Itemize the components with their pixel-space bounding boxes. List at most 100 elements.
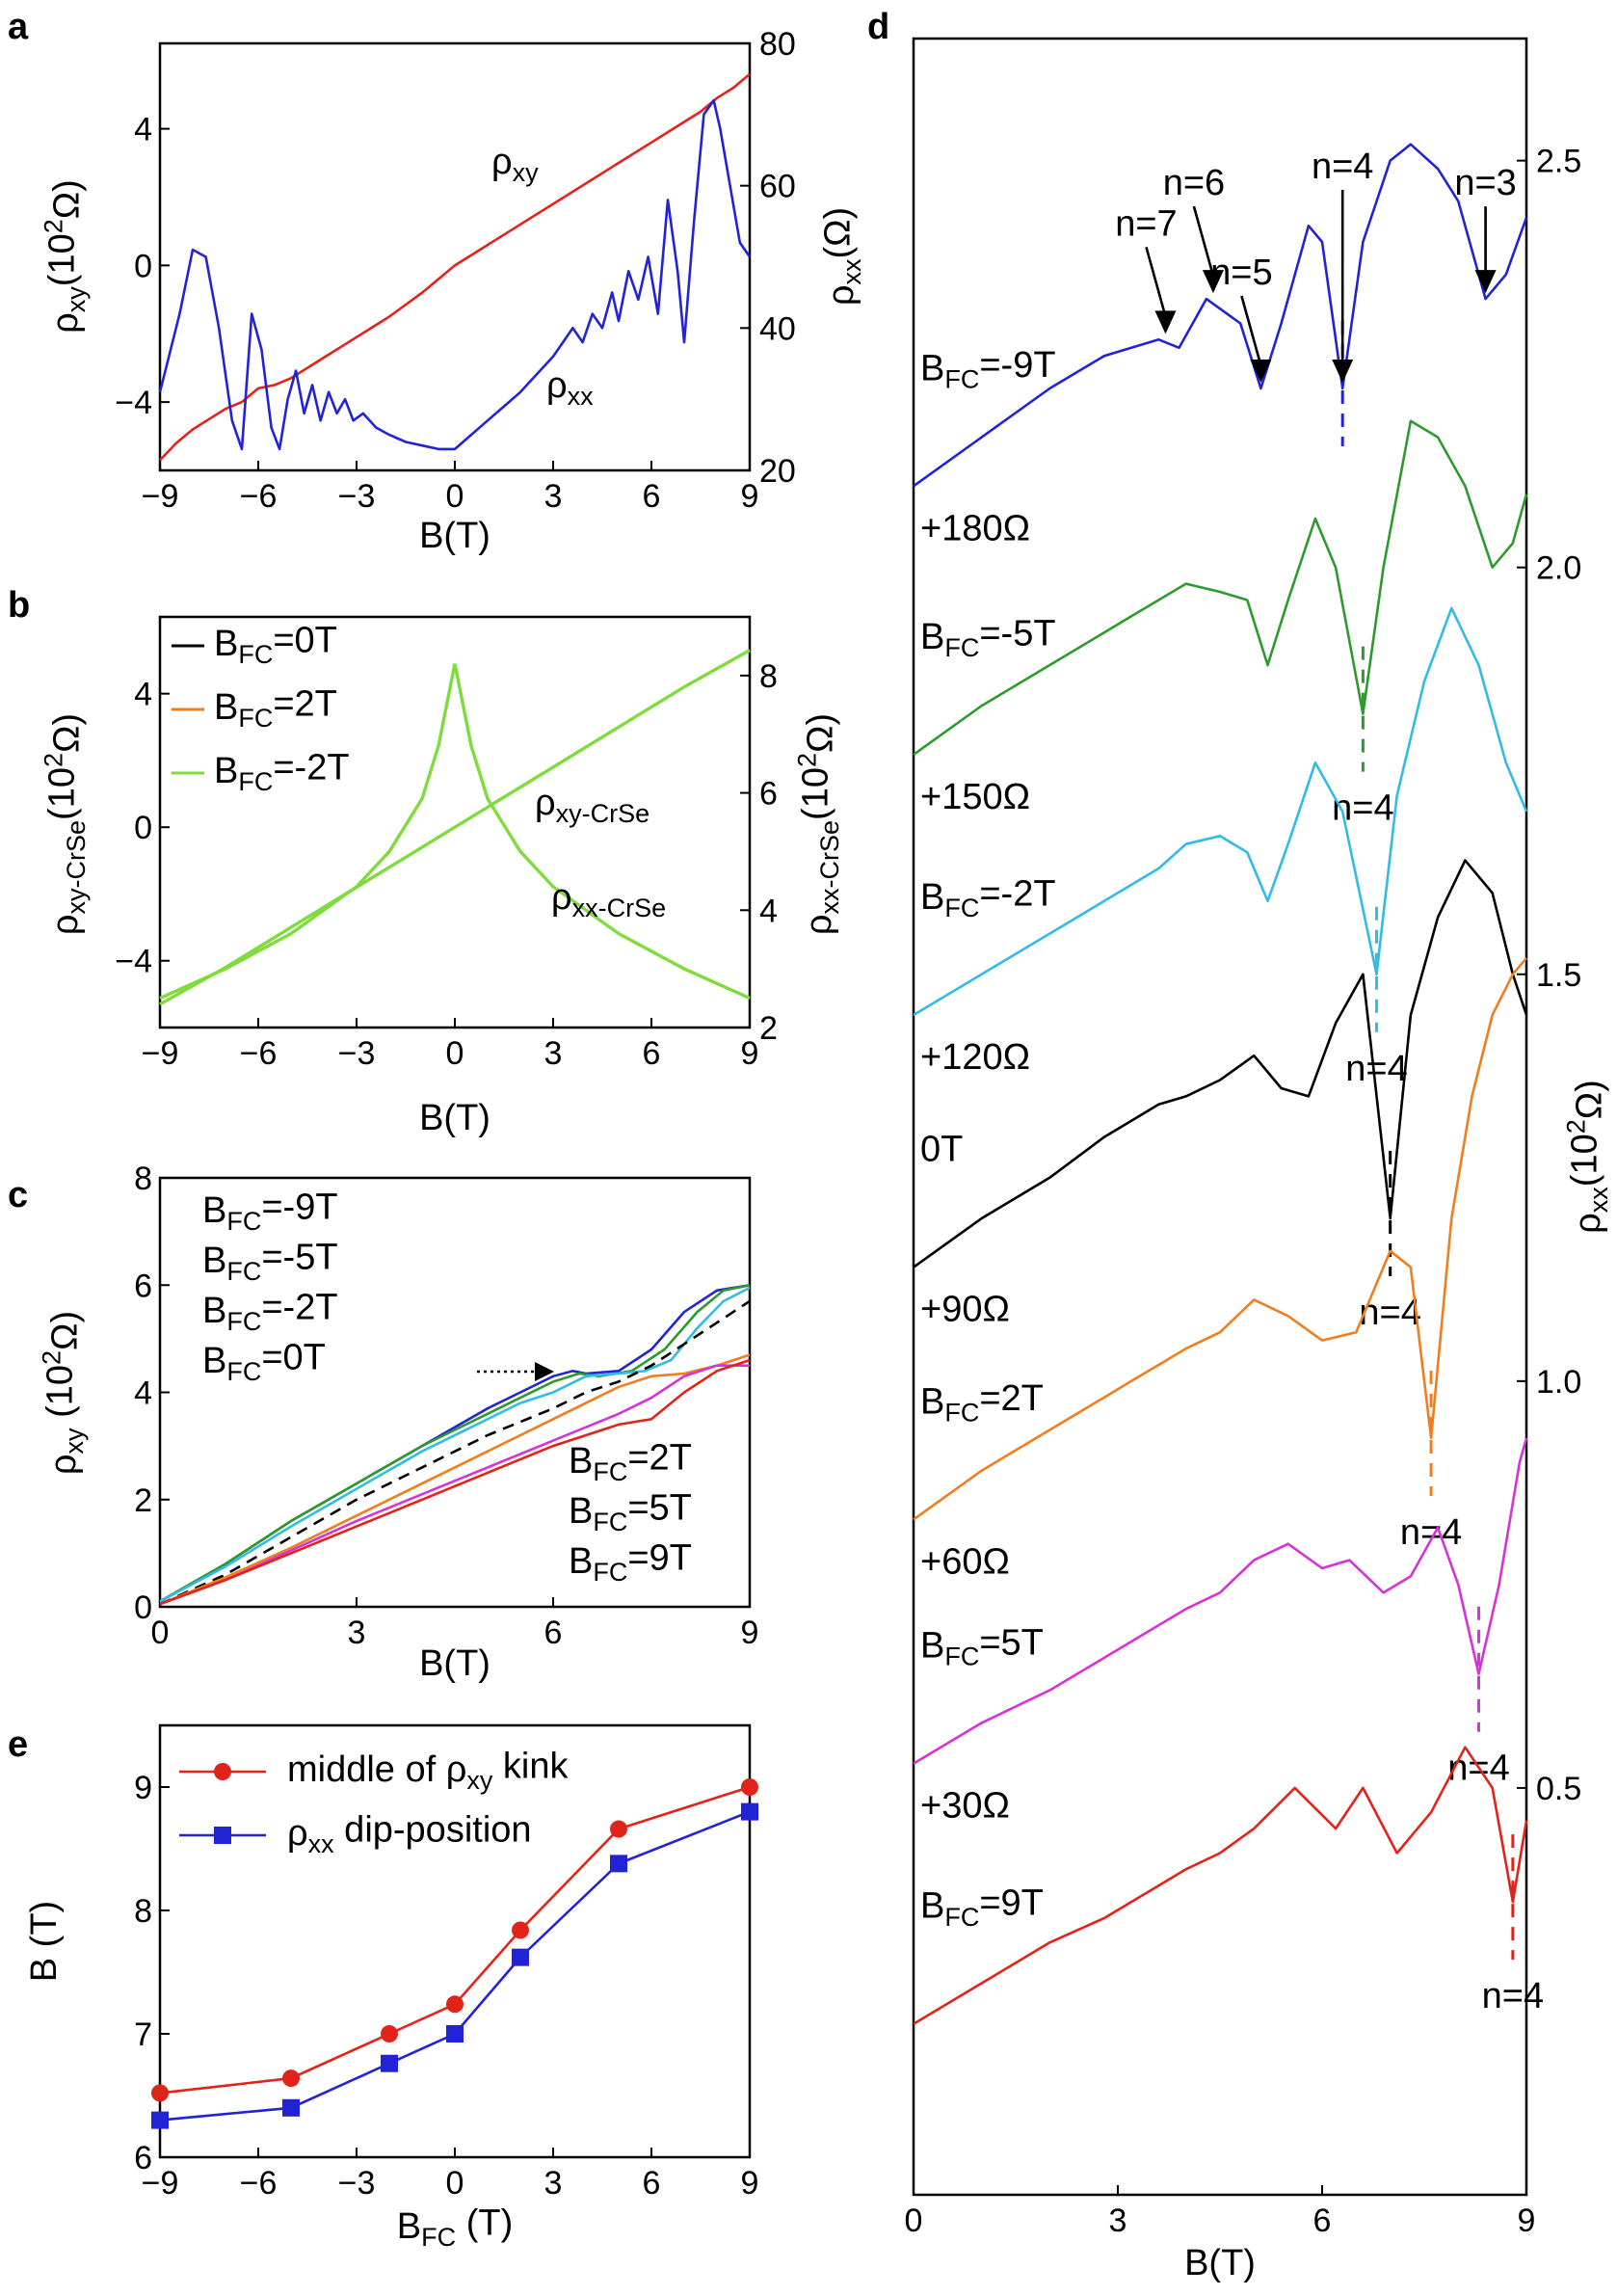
panel-c-ytick-label-left: 8 <box>134 1161 152 1197</box>
panel-e-xtick-label: −3 <box>338 2165 376 2202</box>
curve-label-bfc: BFC=9T <box>920 1882 1044 1931</box>
y-axis-label-right: ρxx(Ω) <box>818 207 866 306</box>
panel-e-xtick-label: 3 <box>544 2165 563 2202</box>
panel-a-ytick-label-left: −4 <box>115 385 152 421</box>
panel-a-xtick-label: 6 <box>643 478 661 515</box>
data-point-circle <box>741 1778 758 1796</box>
panel-d: 0 3 6 9 0.5 1.0 1.5 2.0 2.5 BFC=-9T +180Ω n=4 BFC=-5… <box>905 37 1614 2283</box>
panel-a-xtick-label: −3 <box>338 478 376 515</box>
offset-label: +60Ω <box>920 1541 1010 1582</box>
series-line-BFC=5T <box>159 1364 750 1606</box>
panel-a-xtick-label: 3 <box>544 478 563 515</box>
panel-b-ytick-label-left: −4 <box>115 944 152 980</box>
curve-label-bfc: BFC=-9T <box>920 345 1056 393</box>
landau-level-label: n=6 <box>1163 163 1225 203</box>
offset-label: +150Ω <box>920 777 1030 817</box>
legend-label: BFC=0T <box>214 621 337 669</box>
panel-e: −9 −6 −3 0 3 6 9 6 7 8 9 middle of ρxy kink ρxx dip-… <box>24 1723 758 2252</box>
panel-b-frame <box>158 615 752 1029</box>
panel-e-ytick-label-left: 8 <box>134 1893 152 1930</box>
panel-a-xtick-label: −6 <box>240 478 278 515</box>
panel-b-ytick-label-left: 0 <box>134 810 152 846</box>
series-line-ρxy-CrSe-2 <box>159 649 751 1006</box>
landau-level-label: n=7 <box>1115 203 1177 244</box>
data-point-square <box>741 1802 758 1821</box>
dip-label: n=4 <box>1332 788 1393 829</box>
curve-label-bfc: 0T <box>920 1130 963 1170</box>
panel-d-frame <box>912 37 1528 2197</box>
panel-a-frame <box>158 41 752 472</box>
panel-d-xtick-label: 3 <box>1109 2203 1127 2239</box>
panel-b-ytick-label-right: 2 <box>759 1010 778 1047</box>
curve-label-rho-xy-crse: ρxy-CrSe <box>535 783 649 828</box>
panel-d-xtick-label: 0 <box>905 2203 923 2239</box>
y-axis-label-right: ρxx(102Ω) <box>1562 1080 1614 1234</box>
y-axis-label-left: ρxy(102Ω) <box>40 179 92 334</box>
panel-e-frame <box>158 1723 752 2159</box>
legend-marker <box>214 1827 231 1844</box>
panel-c-ytick-label-left: 0 <box>134 1589 152 1626</box>
data-point-circle <box>381 2025 398 2042</box>
series-line-ρxx dip-position <box>159 1810 751 2122</box>
series-line-BFC=0T <box>159 1299 751 1606</box>
panel-e-ytick-label-left: 9 <box>134 1770 152 1806</box>
panel-b-ytick-label-left: 4 <box>134 677 152 713</box>
dip-label: n=4 <box>1359 1293 1420 1333</box>
legend-label-right: BFC=2T <box>569 1438 692 1486</box>
legend-label-right: BFC=5T <box>569 1488 692 1536</box>
panel-b-ytick-label-right: 8 <box>759 658 778 695</box>
panel-a-ytick-label-left: 4 <box>134 112 152 148</box>
data-point-circle <box>610 1820 627 1838</box>
panel-label-e: e <box>8 1724 28 1765</box>
panel-d-ytick-label-right: 1.5 <box>1536 957 1581 994</box>
series-line-ρxx-CrSe-2 <box>159 663 751 1001</box>
x-axis-label: B(T) <box>419 1098 490 1138</box>
series-line-BFC=5T <box>913 1437 1528 1765</box>
landau-arrow-shaft <box>1192 205 1215 277</box>
legend-label: BFC=-2T <box>214 748 350 796</box>
panel-b-xtick-label: 3 <box>544 1035 563 1072</box>
curve-label-rho-xx: ρxx <box>546 365 594 411</box>
series-line-ρxx <box>158 98 752 451</box>
series-line-BFC=-2T <box>159 1286 751 1603</box>
panel-c-ytick-label-left: 4 <box>134 1375 152 1412</box>
x-axis-label: BFC (T) <box>397 2203 513 2252</box>
data-point-square <box>381 2054 398 2072</box>
legend-label: BFC=2T <box>214 684 337 733</box>
landau-arrow-head <box>1474 270 1497 294</box>
series-line-BFC=-9T <box>913 143 1528 488</box>
dip-label: n=4 <box>1482 1976 1544 2016</box>
x-axis-label: B(T) <box>419 1643 490 1684</box>
panel-a-xtick-label: 9 <box>741 478 759 515</box>
panel-c-xtick-label: 6 <box>544 1615 563 1651</box>
panel-d-xtick-label: 9 <box>1518 2203 1536 2239</box>
landau-arrow-shaft <box>1145 246 1167 317</box>
data-point-circle <box>512 1921 529 1939</box>
curve-label-bfc: BFC=-2T <box>920 874 1056 922</box>
landau-arrow-head <box>1332 359 1354 383</box>
panel-d-ytick-label-right: 2.5 <box>1536 144 1581 180</box>
panel-label-a: a <box>8 7 29 47</box>
data-point-square <box>610 1855 627 1873</box>
series-line-BFC=2T <box>159 1353 751 1606</box>
panel-a: −9 −6 −3 0 3 6 9 −4 0 4 20 40 60 80 ρxy ρxx B(T) ρxy(102Ω… <box>40 26 867 556</box>
dip-label: n=4 <box>1400 1512 1462 1553</box>
panel-c-xtick-label: 9 <box>741 1615 759 1651</box>
offset-label: +30Ω <box>920 1786 1010 1827</box>
legend-label-left: BFC=-2T <box>202 1288 338 1336</box>
panel-c-xtick-label: 3 <box>348 1615 366 1651</box>
landau-arrow-head <box>1202 270 1224 294</box>
landau-level-label: n=3 <box>1454 163 1516 203</box>
landau-arrow-shaft <box>1240 295 1262 366</box>
curve-label-rho-xy: ρxy <box>491 142 539 187</box>
legend-label-left: BFC=-9T <box>202 1188 338 1236</box>
panel-a-ytick-label-right: 40 <box>759 310 796 347</box>
series-line-BFC=-5T <box>913 419 1528 756</box>
dip-label: n=4 <box>1345 1049 1407 1089</box>
y-axis-label-right: ρxx-CrSe(102Ω) <box>793 713 845 935</box>
series-line-BFC=-5T <box>159 1284 751 1603</box>
data-point-circle <box>151 2084 169 2102</box>
panel-a-ytick-label-right: 60 <box>759 169 796 205</box>
curve-label-bfc: BFC=-5T <box>920 614 1056 662</box>
